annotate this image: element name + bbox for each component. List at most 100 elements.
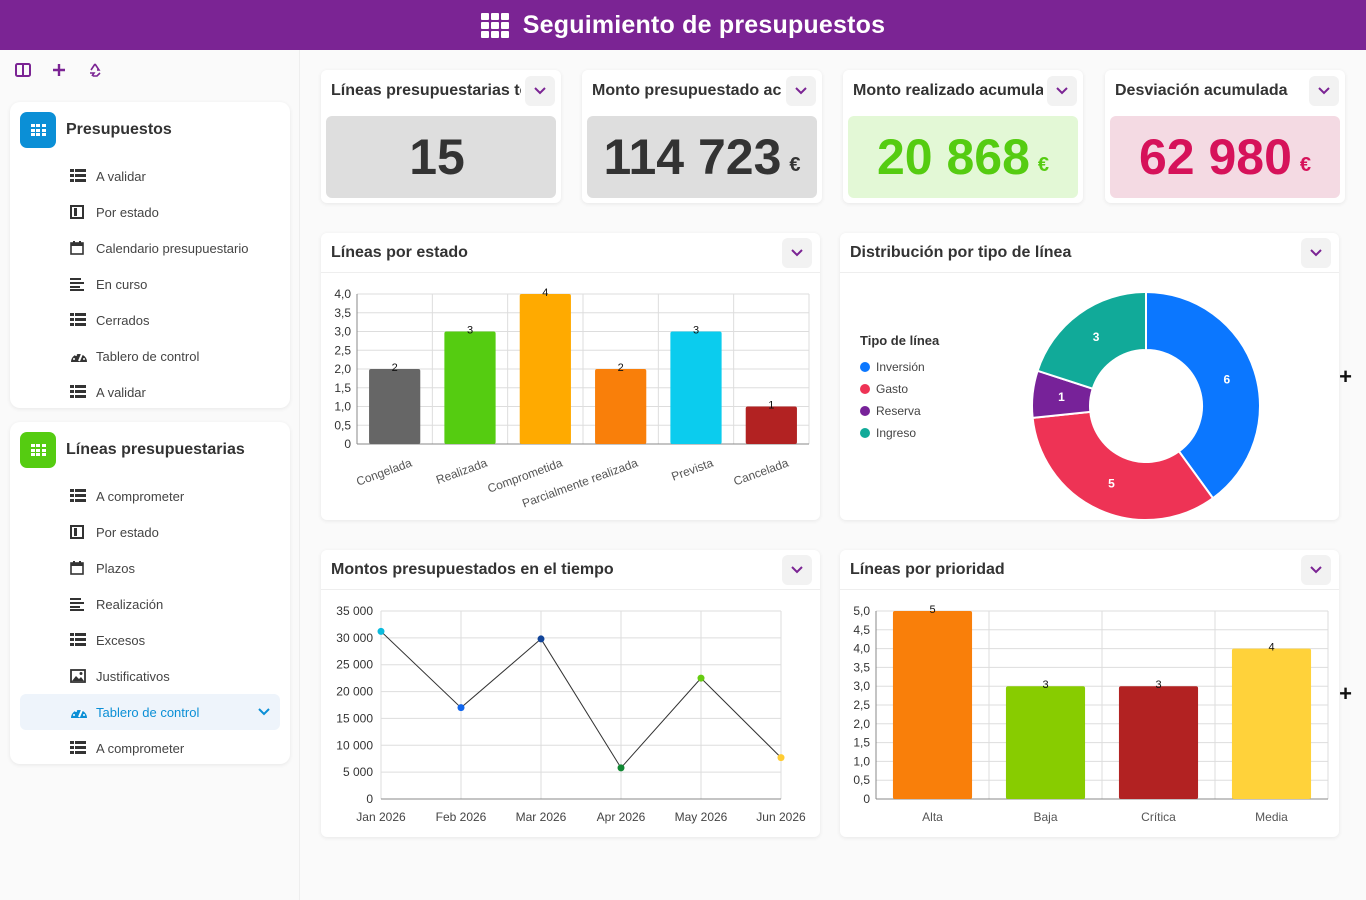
x-tick-label: Media	[1255, 810, 1288, 824]
chevron-down-icon[interactable]	[258, 705, 270, 719]
group-lineas-presupuestarias: Líneas presupuestarias A comprometer Por …	[10, 422, 290, 764]
pie-legend: Tipo de línea Inversión Gasto Reserva Ingre…	[860, 333, 939, 444]
y-tick-label: 0	[863, 792, 870, 806]
chevron-down-icon[interactable]	[1301, 238, 1331, 268]
kpi-card-lineas-total: Líneas presupuestarias to 15	[321, 70, 561, 203]
sidebar-item[interactable]: Excesos	[10, 622, 290, 658]
chevron-down-icon[interactable]	[782, 555, 812, 585]
group-header[interactable]: Líneas presupuestarias	[10, 422, 290, 478]
kpi-value-box: 62 980 €	[1110, 116, 1340, 198]
chevron-down-icon[interactable]	[1309, 76, 1339, 106]
x-tick-label: Jan 2026	[356, 810, 406, 824]
kpi-title: Monto realizado acumula	[853, 82, 1043, 99]
sidebar-item[interactable]: A validar	[10, 158, 290, 194]
legend-title: Tipo de línea	[860, 333, 940, 348]
x-tick-label: Prevista	[669, 456, 715, 484]
calendar-icon	[70, 241, 86, 255]
legend-item[interactable]: Inversión	[860, 356, 939, 378]
bar-chart-prioridad: 0 0,5 1,0 1,5 2,0 2,5 3,0 3,5 4,0 4,5 5,0 5 Alta 3 Baj…	[853, 604, 1329, 824]
sidebar-item[interactable]: Por estado	[10, 514, 290, 550]
calendar-icon	[70, 561, 86, 575]
data-point	[537, 635, 545, 643]
sidebar-item[interactable]: Por estado	[10, 194, 290, 230]
kpi-value: 62 980	[1138, 129, 1292, 185]
data-point	[457, 704, 465, 712]
sidebar-item[interactable]: Cerrados	[10, 302, 290, 338]
legend-item[interactable]: Gasto	[860, 378, 939, 400]
kpi-title: Líneas presupuestarias to	[331, 82, 521, 99]
donut-slice	[1145, 290, 1261, 500]
y-tick-label: 15 000	[336, 711, 373, 725]
sidebar-item-label: A comprometer	[96, 740, 185, 756]
y-tick-label: 0	[344, 437, 351, 451]
group-header[interactable]: Presupuestos	[10, 102, 290, 158]
x-tick-label: Crítica	[1141, 810, 1176, 824]
y-tick-label: 20 000	[336, 685, 373, 699]
y-tick-label: 1,0	[853, 754, 870, 768]
legend-label: Reserva	[876, 404, 921, 418]
chevron-down-icon[interactable]	[786, 76, 816, 106]
y-tick-label: 1,0	[334, 400, 351, 414]
kpi-title: Desviación acumulada	[1115, 82, 1288, 99]
data-label: 3	[467, 325, 473, 337]
bar	[745, 406, 797, 444]
layout-icon[interactable]	[12, 59, 34, 81]
sidebar: Presupuestos A validar Por estado Calendar…	[0, 50, 300, 900]
legend-item[interactable]: Ingreso	[860, 422, 939, 444]
kpi-card-monto-realizado: Monto realizado acumula 20 868 €	[843, 70, 1083, 203]
sidebar-item[interactable]: A comprometer	[10, 730, 290, 766]
legend-swatch	[860, 428, 870, 438]
chevron-down-icon[interactable]	[782, 238, 812, 268]
data-label: 3	[1155, 679, 1161, 691]
sidebar-item[interactable]: Plazos	[10, 550, 290, 586]
table-icon	[70, 385, 86, 399]
sidebar-item[interactable]: Realización	[10, 586, 290, 622]
kpi-currency: €	[1299, 153, 1312, 176]
kpi-value-box: 15	[326, 116, 556, 198]
card-title: Líneas por prioridad	[840, 550, 1339, 590]
chevron-down-icon[interactable]	[1047, 76, 1077, 106]
y-tick-label: 1,5	[853, 736, 870, 750]
chevron-down-icon[interactable]	[525, 76, 555, 106]
y-tick-label: 0	[366, 792, 373, 806]
y-tick-label: 2,5	[334, 343, 351, 357]
add-icon[interactable]	[48, 59, 70, 81]
kpi-title: Monto presupuestado ac	[592, 82, 782, 99]
y-tick-label: 4,5	[853, 623, 870, 637]
kpi-value-box: 20 868 €	[848, 116, 1078, 198]
sidebar-item[interactable]: A comprometer	[10, 478, 290, 514]
list-icon	[70, 597, 86, 611]
y-tick-label: 2,0	[853, 717, 870, 731]
line-chart-montos: 0 5 000 10 000 15 000 20 000 25 000 30 000 35 0…	[336, 604, 806, 824]
add-widget-icon[interactable]: +	[1339, 364, 1352, 389]
bar	[444, 331, 496, 444]
sidebar-item[interactable]: Calendario presupuestario	[10, 230, 290, 266]
bar	[670, 331, 722, 444]
sidebar-item-label: Por estado	[96, 524, 159, 540]
group-title: Presupuestos	[66, 121, 172, 138]
sidebar-item[interactable]: A validar	[10, 374, 290, 410]
sidebar-item[interactable]: En curso	[10, 266, 290, 302]
chevron-down-icon[interactable]	[1301, 555, 1331, 585]
kpi-value: 20 868	[876, 129, 1030, 185]
x-tick-label: Congelada	[354, 456, 414, 489]
series-line	[380, 631, 782, 769]
bar	[1118, 686, 1199, 799]
list-icon	[70, 277, 86, 291]
legend-swatch	[860, 384, 870, 394]
table-icon	[70, 633, 86, 647]
sidebar-item[interactable]: Tablero de control	[10, 338, 290, 374]
kanban-icon	[70, 205, 86, 219]
legend-item[interactable]: Reserva	[860, 400, 939, 422]
sidebar-item-label: Excesos	[96, 632, 146, 648]
kpi-currency: €	[1037, 153, 1050, 176]
card-montos-tiempo: Montos presupuestados en el tiempo 0 5 00…	[321, 550, 820, 837]
add-widget-icon[interactable]: +	[1339, 681, 1352, 706]
sidebar-item[interactable]: Tablero de control	[20, 694, 280, 730]
x-tick-label: Realizada	[434, 456, 489, 488]
group-presupuestos: Presupuestos A validar Por estado Calendar…	[10, 102, 290, 408]
sidebar-item[interactable]: Justificativos	[10, 658, 290, 694]
y-tick-label: 1,5	[334, 381, 351, 395]
y-tick-label: 4,0	[853, 642, 870, 656]
recycle-icon[interactable]	[84, 59, 106, 81]
